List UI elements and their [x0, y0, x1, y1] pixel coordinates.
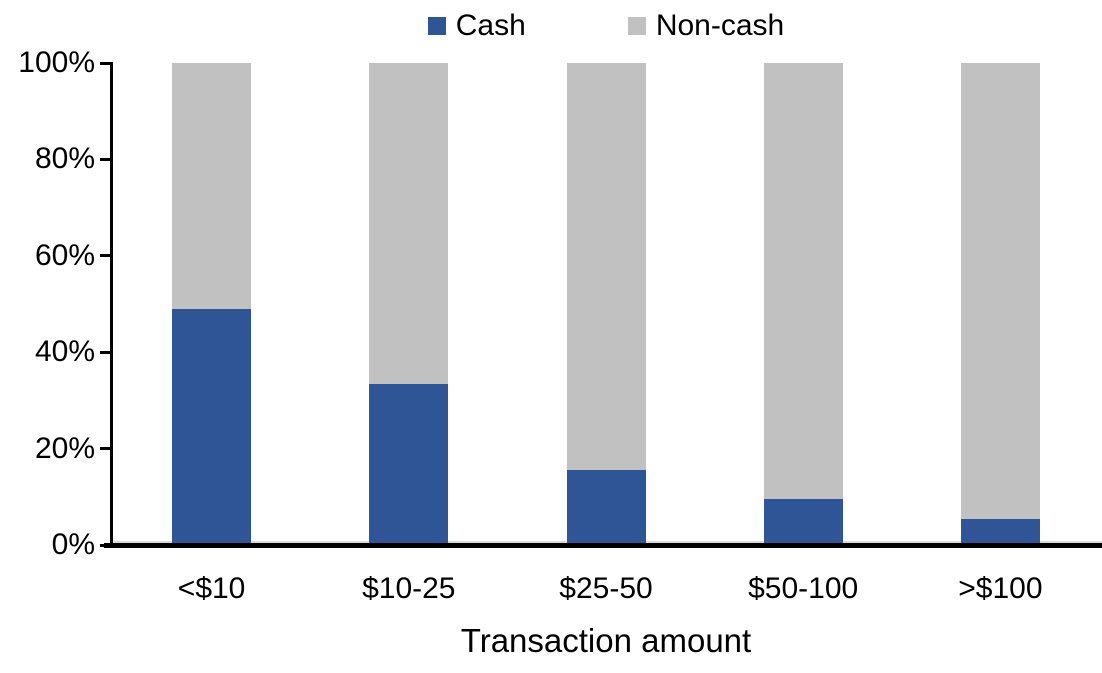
- plot-area: [113, 63, 1099, 545]
- y-tick-label: 40%: [34, 335, 95, 369]
- bar-segment-cash-4: [960, 518, 1040, 545]
- x-tick-label: $25-50: [559, 572, 653, 605]
- x-tick-label: >$100: [958, 572, 1043, 605]
- y-axis-tick: [100, 447, 113, 451]
- legend-swatch-icon: [427, 17, 446, 35]
- y-axis-tick: [100, 350, 113, 354]
- y-axis-tick: [100, 61, 113, 65]
- y-axis-line: [110, 63, 113, 548]
- y-axis-tick: [100, 254, 113, 258]
- x-tick-label: <$10: [177, 572, 246, 605]
- y-tick-label: 80%: [34, 142, 95, 176]
- y-tick-label: 20%: [34, 431, 95, 465]
- bar-segment-cash-0: [172, 308, 252, 545]
- y-tick-label: 100%: [18, 46, 95, 79]
- x-axis-line: [104, 543, 1102, 548]
- bar-segment-non-cash-0: [172, 63, 252, 309]
- x-tick-label: $50-100: [748, 572, 859, 605]
- y-tick-label: 60%: [34, 238, 95, 272]
- bar-segment-cash-1: [369, 383, 449, 545]
- y-tick-label: 0%: [51, 528, 95, 561]
- bar-segment-cash-3: [763, 499, 843, 545]
- legend-swatch-icon: [627, 17, 646, 35]
- legend-label: Non-cash: [655, 9, 785, 42]
- x-tick-label: $10-25: [362, 572, 456, 605]
- legend-item-cash: Cash: [427, 8, 526, 44]
- bar-segment-non-cash-3: [763, 63, 843, 500]
- legend-item-non-cash: Non-cash: [627, 8, 785, 44]
- legend-label: Cash: [455, 9, 526, 42]
- x-axis-title: Transaction amount: [460, 622, 752, 659]
- bar-segment-non-cash-2: [566, 63, 646, 471]
- y-axis-tick: [100, 157, 113, 161]
- bar-segment-non-cash-4: [960, 63, 1040, 519]
- bar-segment-non-cash-1: [369, 63, 449, 384]
- bar-segment-cash-2: [566, 470, 646, 545]
- chart-legend: Cash Non-cash: [113, 8, 1099, 44]
